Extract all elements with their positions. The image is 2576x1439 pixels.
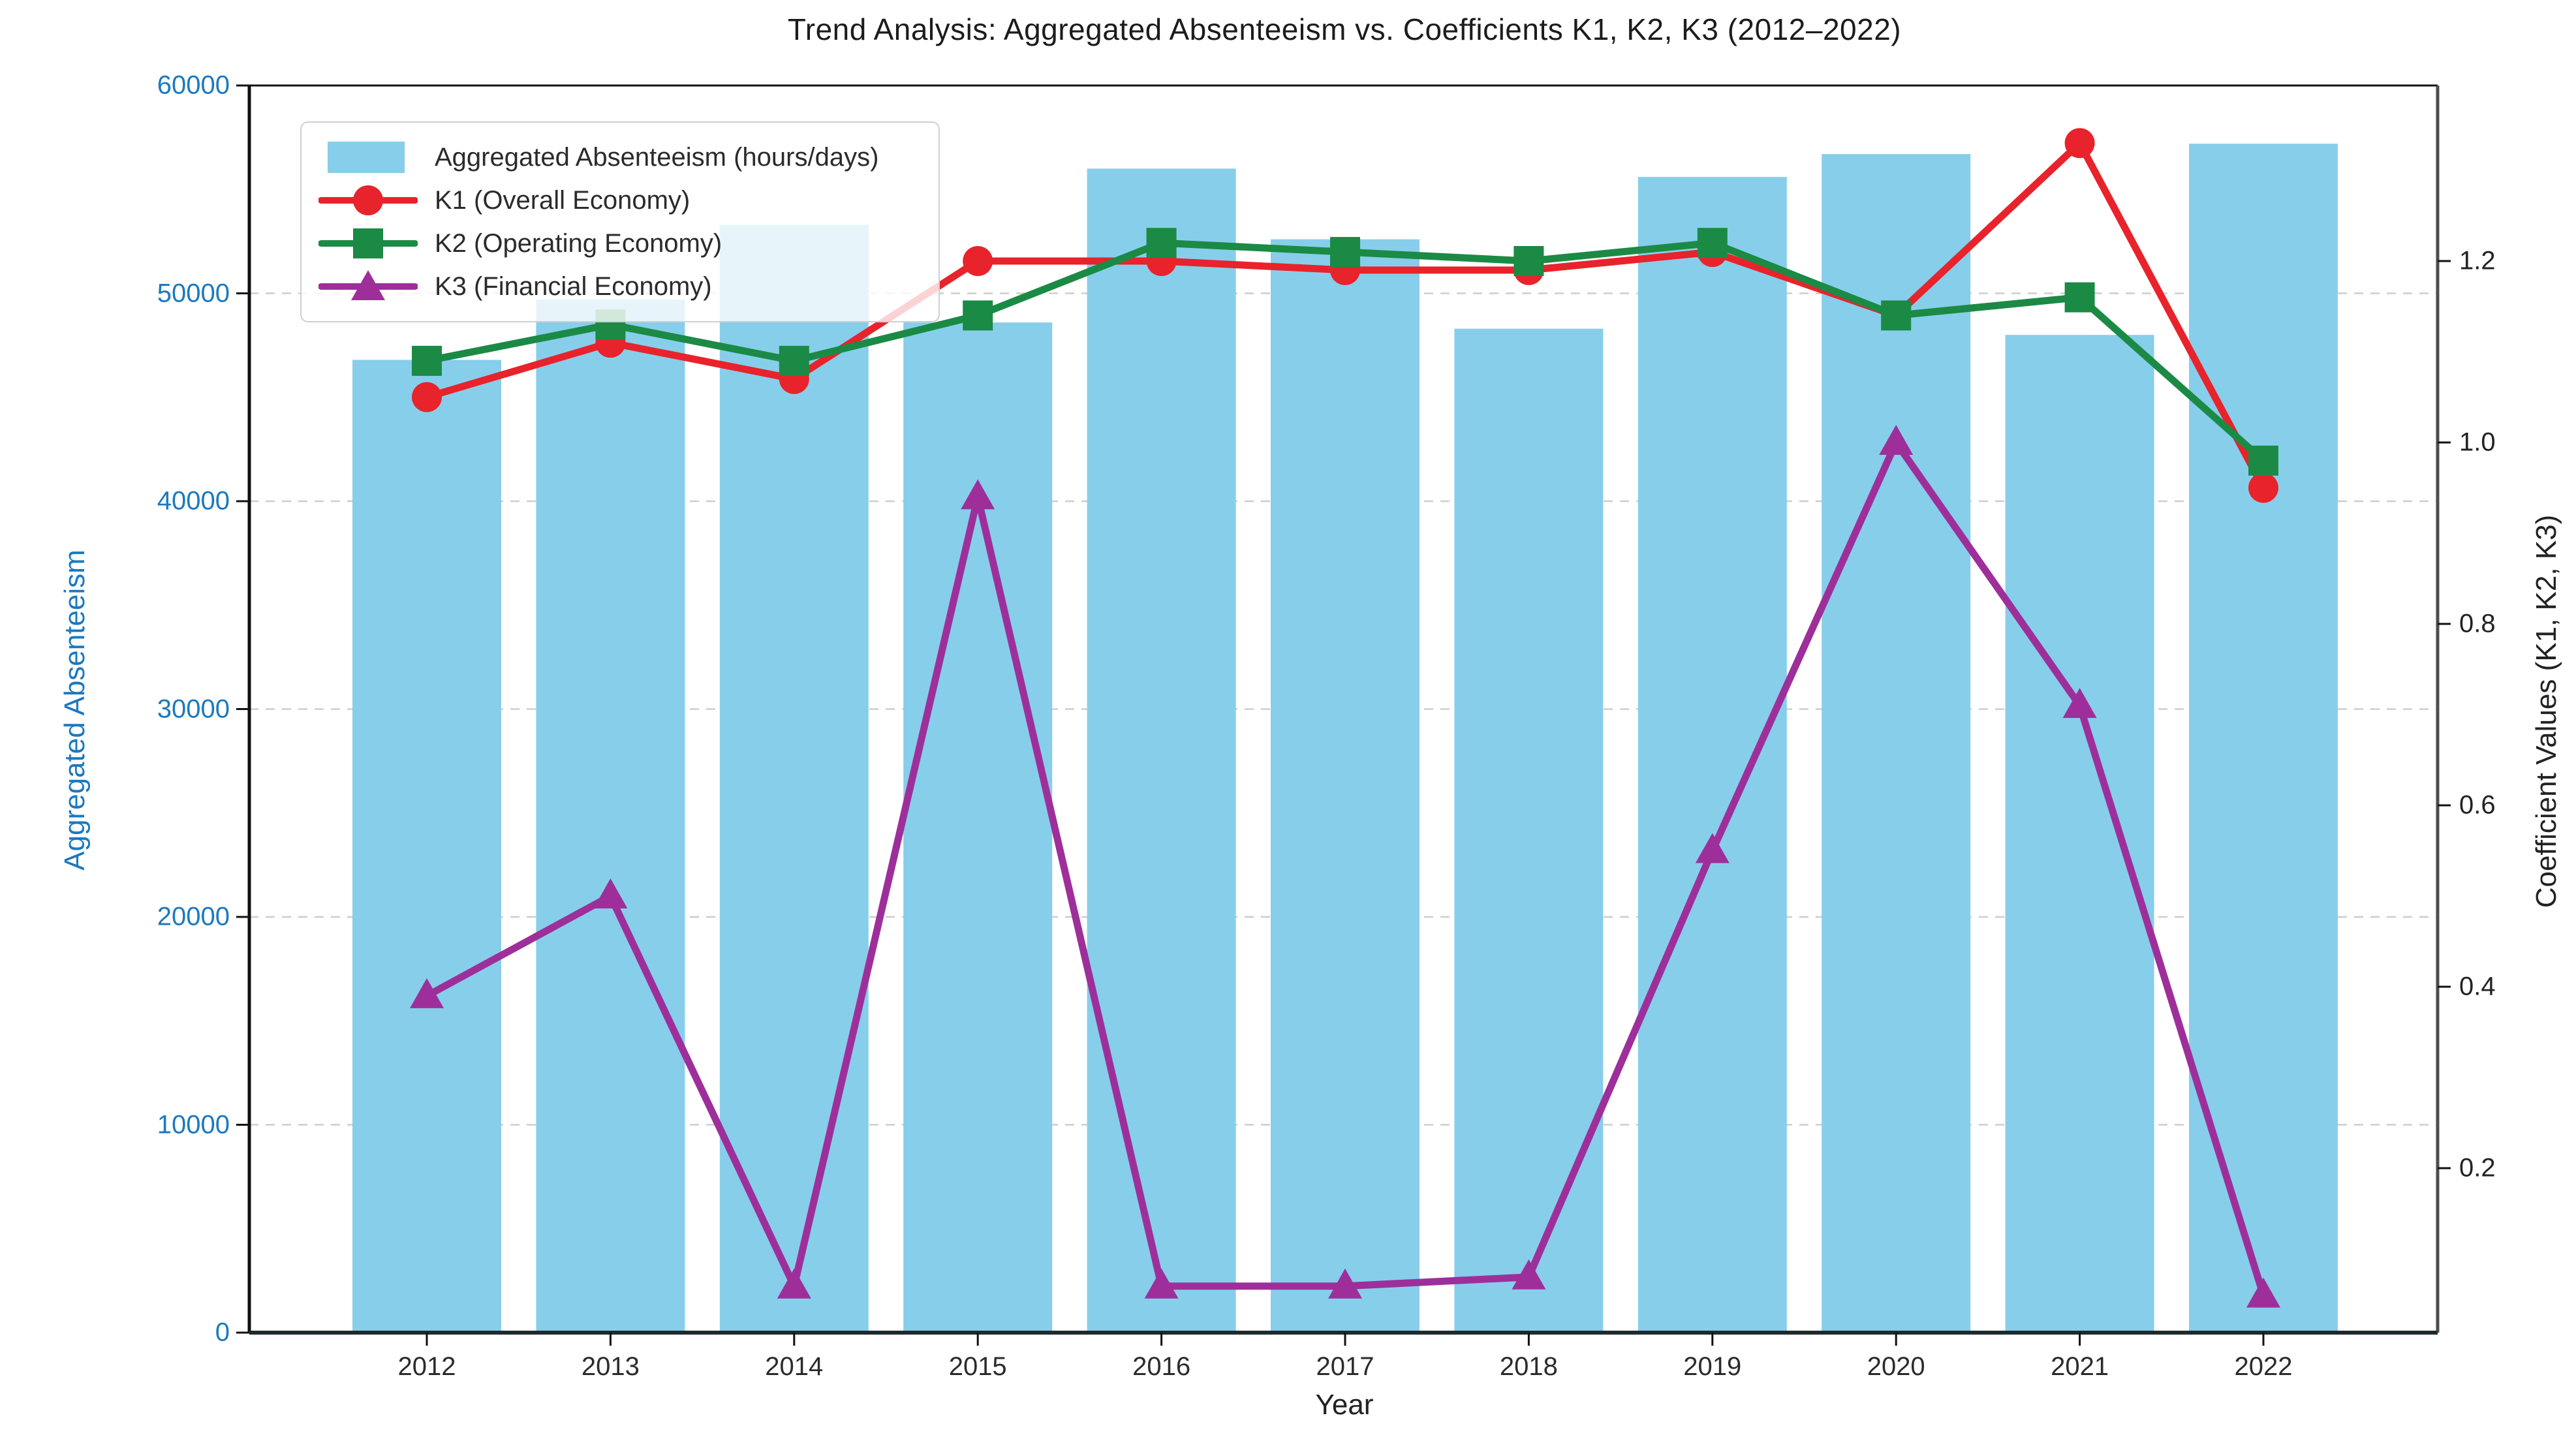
- y-left-tick-label-10000: 10000: [157, 1110, 230, 1139]
- legend-item-label: K3 (Financial Economy): [435, 271, 712, 301]
- k2-marker-2018: [1513, 246, 1544, 276]
- y-left-tick-label-50000: 50000: [157, 279, 230, 307]
- k2-marker-2017: [1330, 237, 1360, 268]
- k3-marker-2021: [2062, 688, 2097, 719]
- bar-2021: [2005, 335, 2154, 1333]
- k3-marker-2017: [1328, 1268, 1362, 1299]
- y-left-tick-label-0: 0: [215, 1318, 230, 1347]
- legend-item-k1: K1 (Overall Economy): [318, 179, 922, 222]
- bar-2019: [1637, 177, 1787, 1333]
- bar-patch-icon: [318, 139, 418, 176]
- bar-2017: [1271, 239, 1420, 1333]
- y-axis-label-right: Coefficient Values (K1, K2, K3): [2530, 514, 2562, 908]
- x-tick-label-2012: 2012: [397, 1352, 456, 1381]
- y-right-tick-label-0.4: 0.4: [2459, 972, 2496, 1001]
- y-right-tick-label-0.8: 0.8: [2459, 609, 2496, 638]
- y-right-tick-label-1.0: 1.0: [2459, 427, 2496, 457]
- y-left-tick-label-60000: 60000: [157, 70, 230, 100]
- x-tick-label-2018: 2018: [1499, 1352, 1558, 1381]
- legend-item-k2: K2 (Operating Economy): [318, 222, 922, 265]
- k2-marker-2015: [963, 300, 993, 331]
- k2-marker-2020: [1881, 300, 1912, 331]
- y-left-tick-label-40000: 40000: [157, 486, 230, 516]
- legend-item-bars: Aggregated Absenteeism (hours/days): [318, 136, 922, 179]
- k1-marker-2021: [2064, 128, 2095, 159]
- k3-marker-2020: [1879, 425, 1914, 455]
- k2-marker-2019: [1697, 228, 1728, 258]
- bar-2015: [903, 322, 1053, 1333]
- k2-marker-2016: [1146, 228, 1177, 258]
- legend-item-label: K2 (Operating Economy): [435, 228, 722, 258]
- y-left-tick-label-20000: 20000: [157, 902, 230, 931]
- k3-marker-2019: [1695, 833, 1730, 863]
- line-triangle-icon: [318, 268, 418, 305]
- y-left-tick-label-30000: 30000: [157, 694, 230, 723]
- chart-title: Trend Analysis: Aggregated Absenteeism v…: [787, 12, 1902, 46]
- x-tick-label-2014: 2014: [765, 1352, 824, 1381]
- y-right-tick-label-0.6: 0.6: [2459, 790, 2496, 820]
- bar-2014: [719, 224, 869, 1333]
- legend-triangle-marker: [351, 270, 385, 300]
- line-circle-icon: [318, 182, 418, 219]
- line-square-icon: [318, 225, 418, 262]
- bar-2012: [352, 360, 501, 1333]
- k2-marker-2021: [2064, 282, 2095, 313]
- x-tick-label-2019: 2019: [1683, 1352, 1742, 1381]
- legend-item-label: Aggregated Absenteeism (hours/days): [435, 142, 879, 172]
- k3-marker-2018: [1512, 1259, 1546, 1290]
- x-tick-label-2020: 2020: [1867, 1352, 1925, 1381]
- legend-item-k3: K3 (Financial Economy): [318, 265, 922, 308]
- k2-marker-2014: [779, 345, 809, 376]
- bar-2020: [1822, 154, 1971, 1333]
- x-axis-label: Year: [1315, 1389, 1374, 1421]
- legend-item-label: K1 (Overall Economy): [435, 185, 691, 215]
- k2-marker-2022: [2248, 445, 2278, 476]
- y-axis-label-left: Aggregated Absenteeism: [59, 549, 91, 871]
- bar-2022: [2189, 144, 2338, 1333]
- legend-circle-marker: [353, 185, 383, 215]
- k3-marker-2013: [593, 878, 628, 908]
- k1-marker-2012: [412, 382, 442, 412]
- x-tick-label-2021: 2021: [2051, 1352, 2109, 1381]
- k3-marker-2015: [961, 479, 995, 510]
- legend: Aggregated Absenteeism (hours/days) K1 (O…: [300, 121, 940, 322]
- k3-marker-2012: [410, 978, 444, 1008]
- legend-bar-swatch: [328, 142, 405, 173]
- x-tick-label-2022: 2022: [2234, 1352, 2293, 1381]
- x-tick-label-2015: 2015: [948, 1352, 1007, 1381]
- y-right-tick-label-0.2: 0.2: [2459, 1153, 2496, 1183]
- y-right-tick-label-1.2: 1.2: [2459, 246, 2496, 275]
- x-tick-label-2016: 2016: [1132, 1352, 1191, 1381]
- bar-2018: [1454, 328, 1604, 1333]
- bar-2013: [536, 300, 685, 1333]
- k1-marker-2022: [2248, 472, 2278, 503]
- k3-marker-2016: [1144, 1268, 1179, 1299]
- k1-marker-2015: [963, 246, 993, 276]
- k2-marker-2012: [412, 345, 442, 376]
- k3-marker-2022: [2246, 1277, 2280, 1308]
- bar-2016: [1087, 168, 1236, 1333]
- x-tick-label-2017: 2017: [1316, 1352, 1374, 1381]
- x-tick-label-2013: 2013: [581, 1352, 640, 1381]
- k3-marker-2014: [777, 1268, 811, 1299]
- legend-square-marker: [353, 228, 383, 258]
